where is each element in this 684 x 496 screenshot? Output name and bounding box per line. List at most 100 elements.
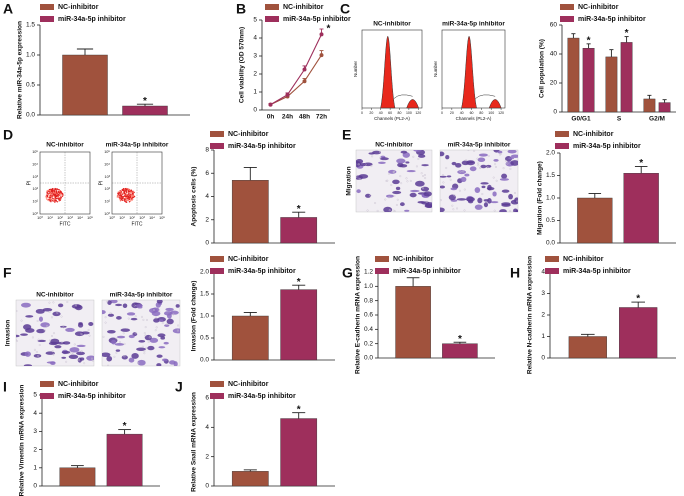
panel-letter: I [3, 379, 7, 395]
cell [499, 178, 509, 181]
cell [58, 200, 60, 202]
pore [366, 209, 369, 212]
cell [118, 198, 121, 200]
pore [115, 351, 118, 354]
pore [144, 334, 147, 337]
pore [504, 159, 507, 162]
cell [132, 191, 135, 193]
y-tick-label: 1.5 [546, 172, 555, 179]
pore [424, 177, 427, 180]
cell [127, 194, 129, 196]
cell [25, 315, 34, 318]
cell [58, 192, 61, 194]
cell [421, 164, 429, 167]
significance: * [297, 404, 301, 415]
image-title: miR-34a-5p inhibitor [448, 142, 511, 149]
cell [54, 201, 56, 203]
pore [400, 182, 403, 185]
bar [395, 286, 431, 359]
y-tick-label: 0.0 [364, 355, 373, 362]
bar [567, 37, 580, 113]
y-tick-label: 2 [205, 453, 209, 460]
cell [119, 193, 122, 195]
y-tick-label: 0.8 [364, 297, 373, 304]
cell [76, 344, 86, 348]
cell [175, 304, 180, 308]
pore [172, 313, 175, 316]
legend-swatch [560, 16, 574, 22]
cell [55, 200, 57, 202]
bar [620, 42, 633, 113]
point [319, 53, 324, 58]
cell [130, 191, 132, 193]
y-tick-label: 3 [541, 290, 545, 297]
cell [124, 200, 126, 202]
cell [45, 195, 47, 198]
panel-letter: G [342, 265, 353, 281]
x-tick-label: 120 [498, 111, 504, 115]
cell [61, 356, 67, 359]
pore [379, 150, 382, 153]
cell [121, 355, 128, 360]
pore [371, 155, 374, 158]
x-axis-label: Channels (PL2-A) [374, 116, 410, 121]
pore [33, 348, 36, 351]
cell [132, 332, 138, 337]
pore [364, 163, 367, 166]
y-axis-label: Relative N-cadherin mRNA expression [527, 256, 534, 374]
cell [165, 307, 174, 312]
y-tick-label: 4 [541, 269, 545, 276]
cell [88, 321, 94, 326]
pore [51, 350, 54, 353]
cell [52, 311, 61, 317]
x-tick-label: 10⁰ [37, 216, 43, 220]
cell [122, 303, 128, 309]
cell [54, 191, 56, 194]
y-tick-label: 6 [205, 395, 209, 402]
cell [23, 364, 33, 366]
pore [102, 335, 105, 338]
legend-swatch [555, 131, 569, 137]
cell [123, 192, 126, 195]
pore [73, 343, 76, 346]
y-tick-label: 10⁰ [104, 212, 110, 216]
cell [76, 351, 86, 356]
y-tick-label: 1 [33, 465, 37, 472]
cell [448, 194, 456, 201]
y-tick-label: 2 [541, 312, 545, 319]
cell [485, 164, 492, 168]
cell [125, 197, 127, 199]
x-tick-label: 10¹ [47, 216, 53, 220]
bar [619, 307, 658, 359]
y-tick-label: 0.5 [200, 335, 209, 342]
x-tick-label: 100 [488, 111, 494, 115]
cell [474, 187, 481, 193]
panel-letter: D [3, 127, 13, 143]
cell [392, 179, 400, 185]
pore [154, 316, 157, 319]
cells [356, 150, 432, 212]
pore [506, 162, 509, 165]
legend-swatch [210, 256, 224, 262]
pore [358, 177, 361, 180]
g2-peak [488, 99, 502, 109]
cell [127, 195, 130, 198]
cell [460, 176, 467, 182]
legend-label: miR-34a-5p inhibitor [283, 16, 351, 23]
y-axis-label: Number [433, 61, 438, 78]
legend-swatch [40, 16, 54, 22]
legend-swatch [40, 393, 54, 399]
pore [37, 354, 40, 357]
cell [48, 190, 50, 193]
y-axis-label: Cell population (%) [539, 39, 546, 98]
cell [50, 197, 52, 200]
cell [127, 199, 130, 201]
pore [421, 187, 424, 190]
legend-swatch [40, 4, 54, 10]
cell [128, 357, 135, 363]
cell [116, 196, 118, 198]
cell [131, 199, 133, 201]
legend-label: NC-inhibitor [58, 4, 99, 11]
cell [46, 190, 49, 192]
cell [51, 190, 53, 192]
